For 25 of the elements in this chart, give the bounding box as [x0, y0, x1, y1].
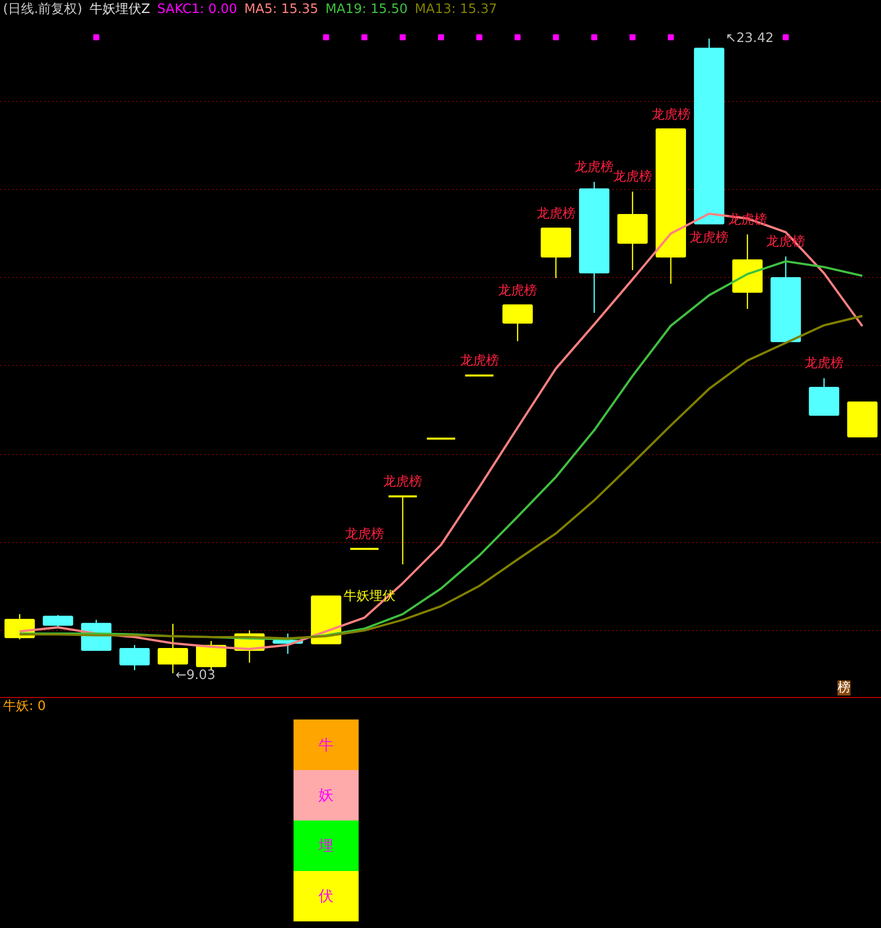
annotation: 榜 — [838, 680, 850, 696]
series-label: 妖 — [318, 786, 334, 804]
chart-title: 牛妖: 0 — [3, 699, 46, 714]
text: 龙虎榜 — [574, 160, 614, 175]
text: MA19: 15.50 — [325, 2, 408, 17]
text: SAKC1: 0.00 — [157, 2, 238, 17]
chart-title: (日线.前复权) — [3, 2, 82, 17]
annotation: ←9.03 — [176, 668, 216, 683]
series-label: 伏 — [318, 887, 334, 906]
text: 龙虎榜 — [344, 526, 384, 542]
text: 龙虎榜 — [498, 283, 538, 298]
text: 龙虎榜 — [460, 354, 499, 369]
text: 龙虎榜 — [690, 230, 729, 246]
text: 龙虎榜 — [383, 474, 422, 490]
annotation: ↖23.42 — [726, 31, 774, 46]
text: 龙虎榜 — [651, 107, 690, 122]
candlestick — [388, 495, 418, 565]
series-label: 埋 — [318, 836, 334, 855]
series-label: 牛 — [318, 736, 334, 754]
text: 龙虎榜 — [804, 356, 844, 372]
text: 龙虎榜 — [613, 170, 652, 185]
text: MA5: 15.35 — [244, 2, 318, 17]
text: MA13: 15.37 — [414, 2, 498, 17]
text: 龙虎榜 — [536, 206, 576, 222]
chart-subtitle: 牛妖埋伏Z — [89, 2, 150, 17]
